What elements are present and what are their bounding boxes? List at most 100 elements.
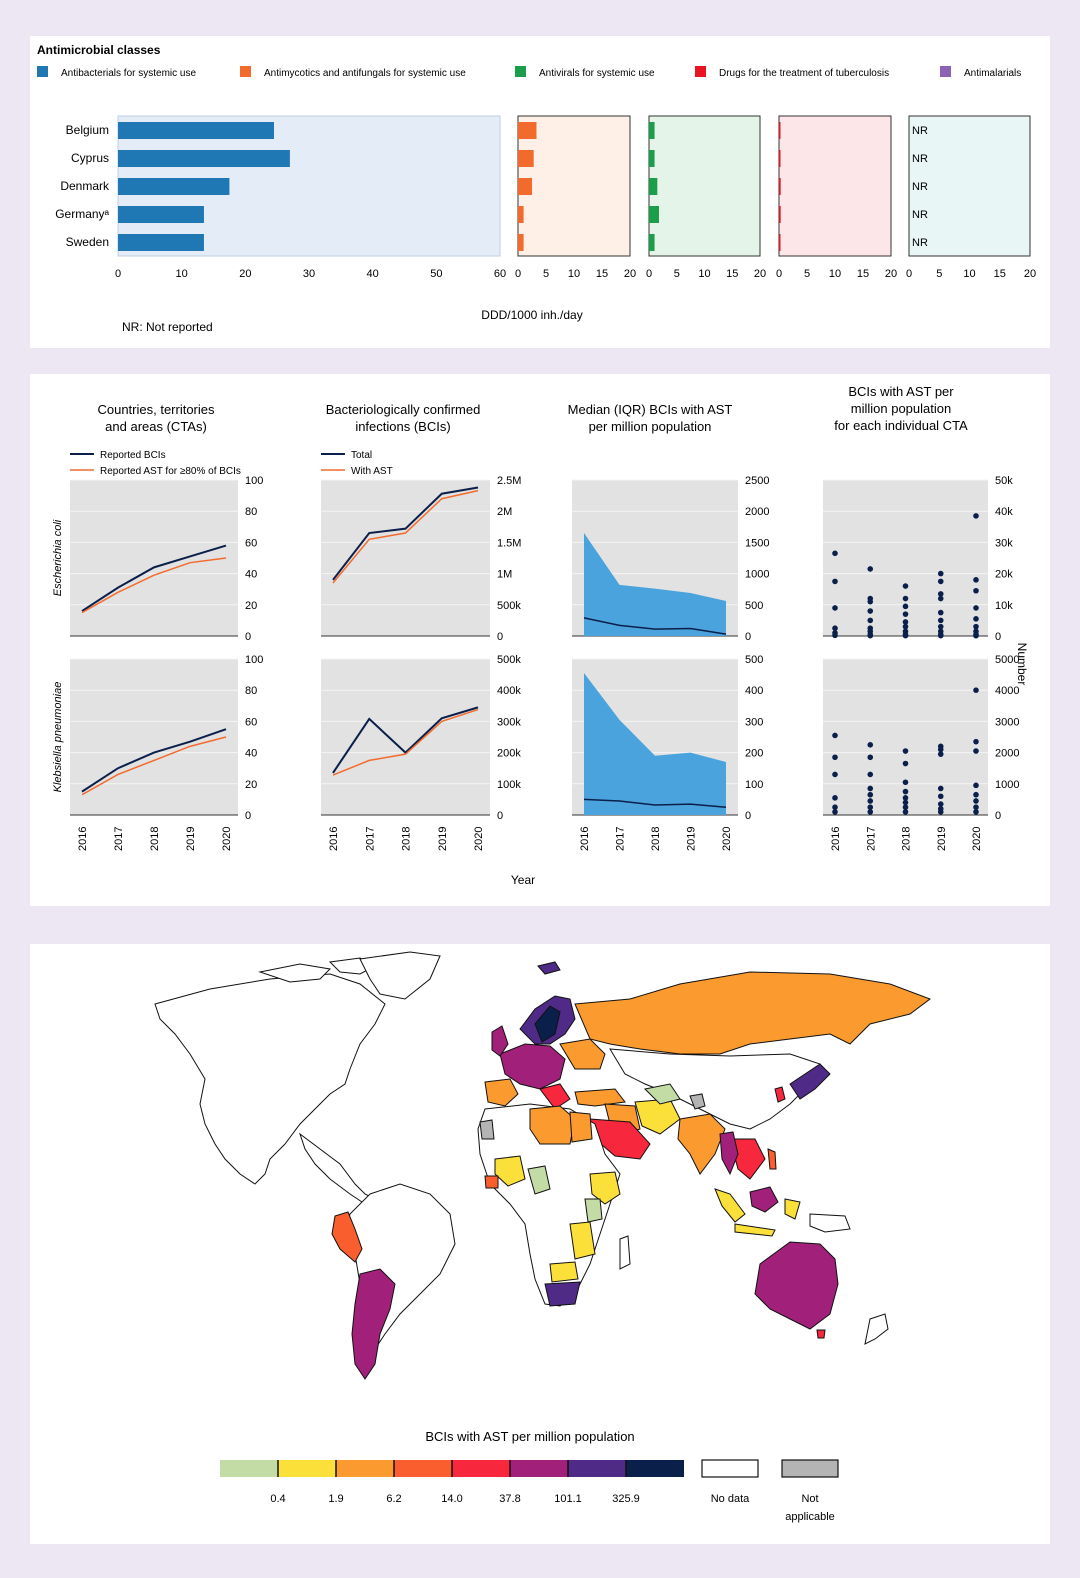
data-point xyxy=(832,732,838,739)
not-applicable-swatch xyxy=(781,1459,839,1478)
tick-label: 20 xyxy=(245,779,257,791)
tick-label: 200k xyxy=(497,748,521,760)
tick-label: 60 xyxy=(494,268,506,280)
myanmar-shape xyxy=(719,1131,739,1176)
tick-label: 10 xyxy=(829,268,841,280)
data-point xyxy=(832,578,838,585)
year-tick-label: 2016 xyxy=(579,827,591,851)
data-point xyxy=(973,798,979,804)
ethiopia-shape xyxy=(589,1171,621,1205)
year-tick-label: 2019 xyxy=(936,827,948,851)
tick-label: 0 xyxy=(745,810,751,822)
legend-label: With AST xyxy=(351,466,393,477)
tick-label: 10 xyxy=(568,268,580,280)
sulawesi-shape xyxy=(784,1198,801,1220)
data-point xyxy=(902,795,909,801)
data-point xyxy=(902,748,909,754)
consumption-chart: Antimicrobial classes Antibacterials for… xyxy=(37,43,1036,334)
tick-label: 10 xyxy=(963,268,975,280)
data-point xyxy=(832,754,838,761)
legend-swatch xyxy=(336,1460,394,1477)
data-point xyxy=(973,616,979,622)
tick-label: 1.5M xyxy=(497,537,521,549)
legend-label: Antimycotics and antifungals for systemi… xyxy=(264,68,466,79)
year-tick-label: 2017 xyxy=(113,827,125,851)
year-tick-label: 2018 xyxy=(149,827,161,851)
country-label: Cyprus xyxy=(71,151,109,165)
tick-label: 1000 xyxy=(995,779,1019,791)
southeast-asia-shape xyxy=(729,1138,766,1180)
year-tick-label: 2017 xyxy=(364,827,376,851)
australia-shape xyxy=(754,1241,839,1330)
data-point xyxy=(973,748,979,754)
data-point xyxy=(832,804,838,810)
year-tick-label: 2019 xyxy=(686,827,698,851)
series-line xyxy=(332,489,479,584)
data-point xyxy=(973,809,979,815)
data-point xyxy=(867,632,874,639)
legend-threshold: 1.9 xyxy=(328,1493,343,1505)
bar xyxy=(649,178,658,195)
median-line xyxy=(583,617,727,635)
tick-label: 20k xyxy=(995,569,1013,581)
series-line xyxy=(81,557,227,614)
tick-label: 80 xyxy=(245,685,257,697)
tick-label: 100k xyxy=(497,779,521,791)
year-tick-label: 2020 xyxy=(721,827,733,851)
bar xyxy=(518,178,532,195)
nr-label: NR xyxy=(912,237,928,249)
tick-label: 500 xyxy=(745,600,763,612)
iqr-area xyxy=(584,673,726,815)
iberia-shape xyxy=(484,1078,519,1107)
north-america-shape xyxy=(154,973,386,1185)
year-tick-label: 2018 xyxy=(401,827,413,851)
data-point xyxy=(937,591,944,597)
world-map: BCIs with AST per million population 0.4… xyxy=(154,951,932,1523)
new-zealand-shape xyxy=(864,1313,889,1345)
series-line xyxy=(81,728,227,793)
year-tick-label: 2016 xyxy=(830,827,842,851)
tick-label: 100 xyxy=(245,475,263,487)
new-guinea-shape xyxy=(809,1213,851,1233)
series-line xyxy=(332,708,479,776)
tick-label: 0 xyxy=(995,810,1001,822)
column-title: million population xyxy=(851,401,951,416)
data-point xyxy=(832,550,838,557)
west-africa-shape xyxy=(484,1175,499,1189)
data-point xyxy=(902,595,909,602)
country-label: Sweden xyxy=(66,235,109,249)
uk-shape xyxy=(491,1025,509,1057)
data-point xyxy=(832,795,838,801)
bar xyxy=(779,234,781,251)
tick-label: 80 xyxy=(245,506,257,518)
tick-label: 0 xyxy=(906,268,912,280)
west-sahara-shape xyxy=(479,1119,495,1140)
trends-chart: Countries, territories and areas (CTAs) Ba… xyxy=(52,384,1029,887)
data-point xyxy=(973,623,979,630)
tick-label: 15 xyxy=(857,268,869,280)
legend-threshold: 101.1 xyxy=(554,1493,582,1505)
data-point xyxy=(867,771,874,778)
map-panel: BCIs with AST per million population 0.4… xyxy=(30,944,1050,1544)
tick-label: 20 xyxy=(754,268,766,280)
data-point xyxy=(973,513,979,519)
year-tick-label: 2019 xyxy=(185,827,197,851)
series-line xyxy=(332,706,479,774)
tick-label: 0 xyxy=(245,810,251,822)
bar-panel-bg xyxy=(908,115,1031,257)
bar xyxy=(779,122,781,139)
korea-japan-shape xyxy=(789,1063,831,1100)
data-point xyxy=(832,771,838,778)
tick-label: 0 xyxy=(245,631,251,643)
tick-label: 20 xyxy=(239,268,251,280)
tasmania-shape xyxy=(816,1329,826,1339)
plot-bg xyxy=(823,480,988,636)
year-tick-label: 2020 xyxy=(221,827,233,851)
column-title: Countries, territories xyxy=(97,402,215,417)
legend-label: Reported AST for ≥80% of BCIs xyxy=(100,466,241,477)
tick-label: 20 xyxy=(1024,268,1036,280)
year-tick-label: 2019 xyxy=(437,827,449,851)
tick-label: 10 xyxy=(698,268,710,280)
tick-label: 15 xyxy=(994,268,1006,280)
data-point xyxy=(937,609,944,616)
